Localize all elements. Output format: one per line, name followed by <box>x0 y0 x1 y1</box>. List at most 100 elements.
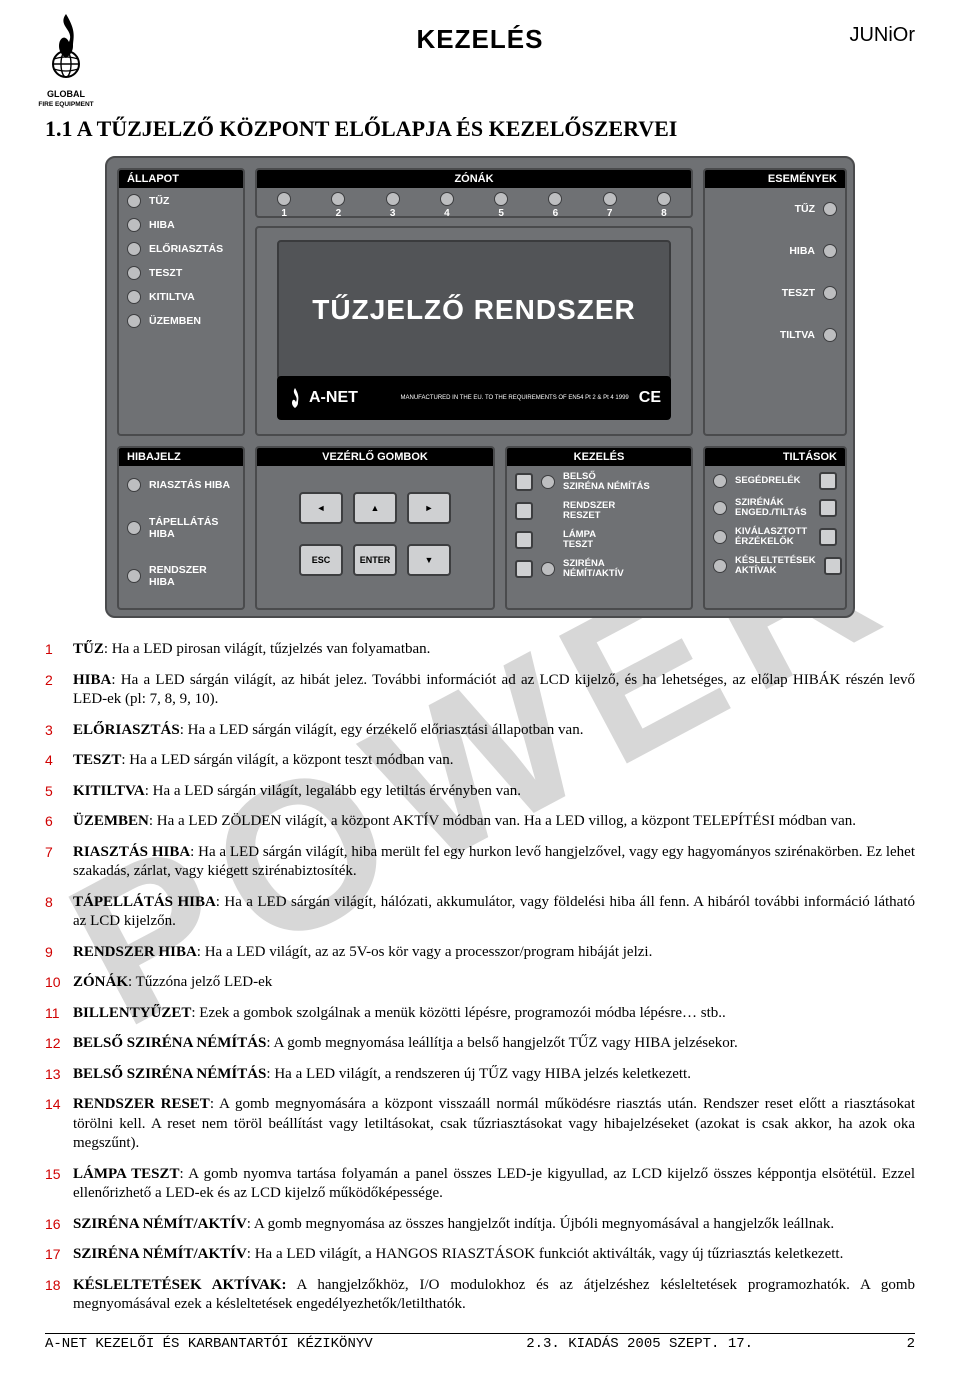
led-indicator <box>386 192 400 206</box>
led-indicator <box>127 266 141 280</box>
list-item: 15LÁMPA TESZT: A gomb nyomva tartása fol… <box>45 1165 915 1204</box>
led-label: TILTVA <box>780 329 815 341</box>
led-indicator <box>127 569 141 583</box>
tiltas-row: KÉSLELTETÉSEKAKTÍVAK <box>713 556 837 577</box>
kz-label: LÁMPATESZT <box>563 530 596 551</box>
zone-indicator: 1 <box>277 192 291 219</box>
item-number: 8 <box>45 893 65 932</box>
hiba-row: RIASZTÁS HIBA <box>119 466 243 504</box>
zone-number: 4 <box>444 208 450 219</box>
led-indicator <box>331 192 345 206</box>
event-row: TESZT <box>705 272 845 314</box>
item-number: 9 <box>45 943 65 963</box>
panel-button[interactable] <box>819 528 837 546</box>
list-item: 6ÜZEMBEN: Ha a LED ZÖLDEN világít, a köz… <box>45 812 915 832</box>
item-number: 14 <box>45 1095 65 1154</box>
hiba-row: RENDSZER HIBA <box>119 552 243 600</box>
item-number: 4 <box>45 751 65 771</box>
led-indicator <box>823 244 837 258</box>
panel-zones-header: ZÓNÁK <box>257 170 691 188</box>
list-item: 17SZIRÉNA NÉMÍT/AKTÍV: Ha a LED világít,… <box>45 1245 915 1265</box>
item-text: RIASZTÁS HIBA: Ha a LED sárgán világít, … <box>73 843 915 882</box>
nav-button[interactable]: ► <box>407 492 451 524</box>
item-text: TESZT: Ha a LED sárgán világít, a közpon… <box>73 751 454 771</box>
item-text: BELSŐ SZIRÉNA NÉMÍTÁS: A gomb megnyomása… <box>73 1034 738 1054</box>
led-label: TŰZ <box>149 195 169 207</box>
led-indicator <box>823 202 837 216</box>
led-indicator <box>713 501 727 515</box>
item-number: 18 <box>45 1276 65 1315</box>
page-header: GLOBAL FIRE EQUIPMENT KEZELÉS JUNiOr <box>45 20 915 98</box>
til-label: KÉSLELTETÉSEKAKTÍVAK <box>735 556 816 577</box>
nav-button[interactable]: ◄ <box>299 492 343 524</box>
zone-indicator: 8 <box>657 192 671 219</box>
item-number: 10 <box>45 973 65 993</box>
panel-kz-header: KEZELÉS <box>507 448 691 466</box>
list-item: 12BELSŐ SZIRÉNA NÉMÍTÁS: A gomb megnyomá… <box>45 1034 915 1054</box>
list-item: 7RIASZTÁS HIBA: Ha a LED sárgán világít,… <box>45 843 915 882</box>
panel-allapot-frame: ÁLLAPOT TŰZHIBAELŐRIASZTÁSTESZTKITILTVAÜ… <box>117 168 245 436</box>
kz-label: SZIRÉNANÉMÍT/AKTÍV <box>563 559 624 580</box>
panel-button[interactable] <box>515 560 533 578</box>
item-number: 5 <box>45 782 65 802</box>
led-indicator <box>823 328 837 342</box>
allapot-row: KITILTVA <box>119 284 243 308</box>
item-number: 7 <box>45 843 65 882</box>
nav-button[interactable]: ▼ <box>407 544 451 576</box>
til-label: SZIRÉNÁKENGED./TILTÁS <box>735 498 807 519</box>
page-title: KEZELÉS <box>45 20 915 55</box>
item-number: 15 <box>45 1165 65 1204</box>
kezeles-row: SZIRÉNANÉMÍT/AKTÍV <box>515 559 683 580</box>
panel-button[interactable] <box>515 502 533 520</box>
led-label: ÜZEMBEN <box>149 315 201 327</box>
footer-left: A-NET KEZELŐI ÉS KARBANTARTÓI KÉZIKÖNYV <box>45 1336 373 1352</box>
allapot-row: ÜZEMBEN <box>119 308 243 332</box>
anet-caption: MANUFACTURED IN THE EU. TO THE REQUIREME… <box>400 395 628 402</box>
panel-lcd-display: TŰZJELZŐ RENDSZER <box>277 240 671 380</box>
panel-button[interactable] <box>819 499 837 517</box>
til-label: KIVÁLASZTOTTÉRZÉKELŐK <box>735 527 807 548</box>
event-row: TŰZ <box>705 188 845 230</box>
panel-button[interactable] <box>515 473 533 491</box>
panel-lcd-frame: TŰZJELZŐ RENDSZER A-NET MANUFACTURED IN … <box>255 226 693 436</box>
footer-right: 2 <box>907 1336 915 1352</box>
fire-panel-diagram: ÁLLAPOT TŰZHIBAELŐRIASZTÁSTESZTKITILTVAÜ… <box>105 156 855 618</box>
allapot-row: TŰZ <box>119 188 243 212</box>
list-item: 18KÉSLELTETÉSEK AKTÍVAK: A hangjelzőkhöz… <box>45 1276 915 1315</box>
panel-zones-frame: ZÓNÁK 12345678 <box>255 168 693 218</box>
nav-button[interactable]: ▲ <box>353 492 397 524</box>
panel-button[interactable] <box>515 531 533 549</box>
led-indicator <box>127 218 141 232</box>
item-number: 11 <box>45 1004 65 1024</box>
led-label: HIBA <box>789 245 815 257</box>
panel-vg-header: VEZÉRLŐ GOMBOK <box>257 448 493 466</box>
led-indicator <box>823 286 837 300</box>
zone-indicator: 5 <box>494 192 508 219</box>
list-item: 14RENDSZER RESET: A gomb megnyomására a … <box>45 1095 915 1154</box>
list-item: 8TÁPELLÁTÁS HIBA: Ha a LED sárgán világí… <box>45 893 915 932</box>
panel-button[interactable] <box>824 557 842 575</box>
zone-number: 8 <box>661 208 667 219</box>
footer-mid: 2.3. KIADÁS 2005 SZEPT. 17. <box>526 1336 753 1352</box>
item-text: ÜZEMBEN: Ha a LED ZÖLDEN világít, a közp… <box>73 812 856 832</box>
led-label: RIASZTÁS HIBA <box>149 479 230 491</box>
list-item: 1TŰZ: Ha a LED pirosan világít, tűzjelzé… <box>45 640 915 660</box>
item-number: 13 <box>45 1065 65 1085</box>
event-row: TILTVA <box>705 314 845 356</box>
panel-button[interactable] <box>819 472 837 490</box>
panel-events-header: ESEMÉNYEK <box>705 170 845 188</box>
led-indicator <box>277 192 291 206</box>
nav-button[interactable]: ENTER <box>353 544 397 576</box>
allapot-row: HIBA <box>119 212 243 236</box>
nav-button[interactable]: ESC <box>299 544 343 576</box>
logo-text1: GLOBAL <box>47 89 85 99</box>
item-number: 16 <box>45 1215 65 1235</box>
til-label: SEGÉDRELÉK <box>735 476 800 486</box>
item-text: KITILTVA: Ha a LED sárgán világít, legal… <box>73 782 521 802</box>
zone-indicator: 7 <box>603 192 617 219</box>
zone-indicator: 2 <box>331 192 345 219</box>
panel-til-header: TILTÁSOK <box>705 448 845 466</box>
event-row: HIBA <box>705 230 845 272</box>
logo-text2: FIRE EQUIPMENT <box>38 101 93 108</box>
item-text: BELSŐ SZIRÉNA NÉMÍTÁS: Ha a LED világít,… <box>73 1065 691 1085</box>
